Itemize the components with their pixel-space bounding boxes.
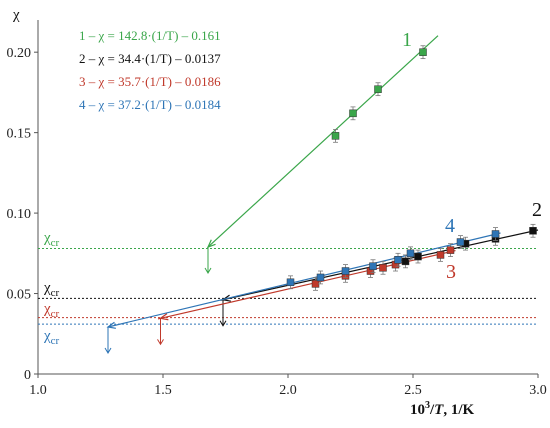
plot-area: 1.0 1.5 2.0 2.5 3.0 0 0.05 0.10 0.15 0.20 χcr χcr χc…: [7, 20, 547, 398]
drop-arrow-1: [204, 267, 212, 275]
drop-arrow-4: [104, 347, 112, 354]
legend-entry-3: 3 – χ = 35.7·(1/T) – 0.0186: [79, 74, 221, 89]
data-point-1: [349, 109, 357, 118]
data-point-4: [316, 273, 325, 282]
data-point-1: [374, 85, 382, 93]
series-label-4: 4: [445, 215, 455, 237]
data-point-4: [456, 238, 465, 246]
series-label-1: 1: [402, 29, 412, 51]
series-label-2: 2: [532, 199, 542, 221]
chi-cr-label-3: χcr: [43, 301, 60, 320]
fit-line-4: [107, 232, 501, 328]
data-point-3: [311, 280, 320, 288]
data-point-4: [369, 262, 377, 270]
fit-arrow-1: [206, 239, 216, 249]
data-point-2: [401, 257, 410, 266]
x-tick-label: 1.5: [154, 383, 172, 398]
x-tick-label: 3.0: [529, 383, 547, 398]
data-point-3: [379, 264, 387, 272]
chi-cr-label-4: χcr: [43, 328, 60, 347]
x-axis-label-unit: , 1/K: [443, 402, 474, 418]
data-point-3: [446, 246, 455, 254]
data-point-4: [341, 267, 350, 275]
chi-cr-label-1: χcr: [43, 230, 60, 249]
data-point-2: [529, 227, 537, 235]
x-tick-label: 2.0: [279, 383, 297, 398]
y-tick-label: 0.05: [7, 288, 32, 303]
x-axis-label-variable: T: [434, 402, 444, 418]
y-tick-label: 0.10: [7, 207, 32, 222]
data-point-2: [414, 252, 422, 261]
data-point-4: [406, 249, 415, 258]
legend-entry-2: 2 – χ = 34.4·(1/T) – 0.0137: [79, 51, 221, 66]
series-label-3: 3: [446, 261, 456, 283]
data-point-4: [491, 230, 500, 238]
y-axis-label: χ: [12, 7, 20, 23]
drop-arrow-2: [219, 320, 227, 327]
x-axis-label-base: 10: [410, 402, 425, 418]
x-axis-label-exponent: 3: [425, 400, 430, 411]
data-point-4: [286, 278, 295, 287]
data-point-1: [419, 48, 427, 56]
x-tick-label: 1.0: [29, 383, 47, 398]
y-tick-label: 0.20: [7, 46, 32, 61]
legend: 1 – χ = 142.8·(1/T) – 0.161 2 – χ = 34.4…: [79, 28, 221, 112]
data-point-1: [331, 132, 340, 140]
x-axis-label: 103/T, 1/K: [410, 400, 475, 418]
legend-entry-1: 1 – χ = 142.8·(1/T) – 0.161: [79, 28, 221, 43]
x-tick-label: 2.5: [404, 383, 422, 398]
y-tick-label: 0.15: [7, 127, 32, 142]
chi-cr-label-2: χcr: [43, 280, 60, 299]
data-point-3: [436, 251, 445, 259]
fit-line-1: [207, 35, 439, 248]
y-tick-label: 0: [24, 368, 31, 383]
fit-line-3: [157, 249, 456, 320]
drop-arrow-3: [157, 339, 164, 346]
data-point-4: [394, 256, 402, 264]
legend-entry-4: 4 – χ = 37.2·(1/T) – 0.0184: [79, 97, 221, 112]
x-axis-label-slash: /: [429, 402, 435, 418]
